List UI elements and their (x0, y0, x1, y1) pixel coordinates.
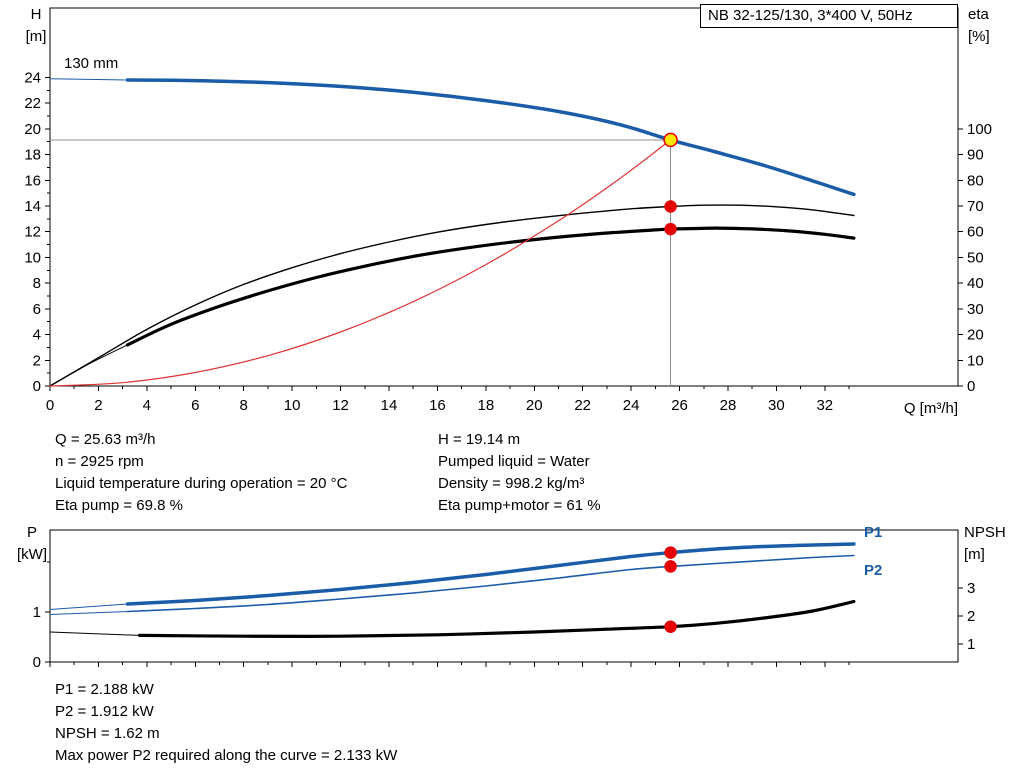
svg-text:20: 20 (24, 121, 41, 138)
info-p1: P1 = 2.188 kW (55, 681, 154, 698)
svg-text:60: 60 (967, 224, 984, 241)
svg-text:26: 26 (671, 397, 688, 414)
svg-text:4: 4 (33, 327, 41, 344)
duty-info-right: H = 19.14 m Pumped liquid = Water Densit… (438, 429, 601, 517)
svg-text:1: 1 (33, 604, 41, 621)
duty-info-left: Q = 25.63 m³/h n = 2925 rpm Liquid tempe… (55, 429, 347, 517)
info-max-p2: Max power P2 required along the curve = … (55, 747, 398, 764)
svg-text:8: 8 (33, 275, 41, 292)
eta-axis-title: eta [%] (968, 4, 1018, 48)
svg-text:2: 2 (94, 397, 102, 414)
svg-text:10: 10 (284, 397, 301, 414)
svg-text:32: 32 (816, 397, 833, 414)
h-axis-title-line2: [m] (25, 28, 47, 45)
svg-text:24: 24 (24, 69, 41, 86)
svg-text:22: 22 (574, 397, 591, 414)
svg-text:20: 20 (526, 397, 543, 414)
q-axis-title: Q [m³/h] (903, 400, 958, 417)
svg-text:0: 0 (46, 397, 54, 414)
svg-text:40: 40 (967, 275, 984, 292)
pump-model-text: NB 32-125/130, 3*400 V, 50Hz (708, 7, 913, 24)
svg-text:30: 30 (768, 397, 785, 414)
svg-text:30: 30 (967, 301, 984, 318)
svg-text:12: 12 (24, 224, 41, 241)
svg-text:18: 18 (24, 147, 41, 164)
svg-text:10: 10 (24, 249, 41, 266)
svg-text:16: 16 (429, 397, 446, 414)
info-density: Density = 998.2 kg/m³ (438, 475, 585, 492)
svg-text:70: 70 (967, 198, 984, 215)
p1-curve-label: P1 (864, 524, 883, 541)
npsh-axis-title: NPSH [m] (964, 522, 1022, 566)
svg-text:6: 6 (33, 301, 41, 318)
npsh-axis-title-line1: NPSH (964, 524, 1006, 541)
info-liquid-temp: Liquid temperature during operation = 20… (55, 475, 348, 492)
svg-text:80: 80 (967, 172, 984, 189)
svg-text:4: 4 (143, 397, 151, 414)
info-head: H = 19.14 m (438, 431, 521, 448)
svg-text:14: 14 (381, 397, 398, 414)
svg-text:1: 1 (967, 636, 975, 653)
h-axis-title-line1: H (30, 6, 42, 23)
p2-curve-label: P2 (864, 562, 883, 579)
power-info: P1 = 2.188 kW P2 = 1.912 kW NPSH = 1.62 … (55, 679, 397, 767)
npsh-axis-title-line2: [m] (964, 546, 985, 563)
svg-text:3: 3 (967, 580, 975, 597)
pump-model-badge: NB 32-125/130, 3*400 V, 50Hz (700, 4, 958, 28)
info-npsh: NPSH = 1.62 m (55, 725, 160, 742)
info-flow: Q = 25.63 m³/h (55, 431, 156, 448)
svg-text:18: 18 (477, 397, 494, 414)
eta-axis-title-line2: [%] (968, 28, 990, 45)
p-axis-title: P [kW] (10, 522, 54, 566)
svg-text:50: 50 (967, 249, 984, 266)
svg-text:14: 14 (24, 198, 41, 215)
svg-text:0: 0 (33, 654, 41, 671)
info-speed: n = 2925 rpm (55, 453, 144, 470)
info-eta-pump: Eta pump = 69.8 % (55, 497, 183, 514)
svg-text:0: 0 (967, 378, 975, 395)
eta-axis-title-line1: eta (968, 6, 989, 23)
p-axis-title-line2: [kW] (17, 546, 47, 563)
h-axis-title: H [m] (16, 4, 56, 48)
svg-text:20: 20 (967, 327, 984, 344)
svg-text:8: 8 (240, 397, 248, 414)
svg-text:10: 10 (967, 352, 984, 369)
p-axis-title-line1: P (26, 524, 37, 541)
svg-text:90: 90 (967, 147, 984, 164)
svg-text:0: 0 (33, 378, 41, 395)
svg-text:16: 16 (24, 172, 41, 189)
info-p2: P2 = 1.912 kW (55, 703, 154, 720)
svg-text:2: 2 (967, 608, 975, 625)
info-eta-pump-motor: Eta pump+motor = 61 % (438, 497, 601, 514)
info-pumped-liquid: Pumped liquid = Water (438, 453, 590, 470)
svg-text:2: 2 (33, 352, 41, 369)
svg-text:24: 24 (623, 397, 640, 414)
svg-text:28: 28 (720, 397, 737, 414)
svg-text:6: 6 (191, 397, 199, 414)
svg-text:100: 100 (967, 121, 992, 138)
svg-text:12: 12 (332, 397, 349, 414)
impeller-diameter-label: 130 mm (64, 55, 119, 72)
svg-text:22: 22 (24, 95, 41, 112)
